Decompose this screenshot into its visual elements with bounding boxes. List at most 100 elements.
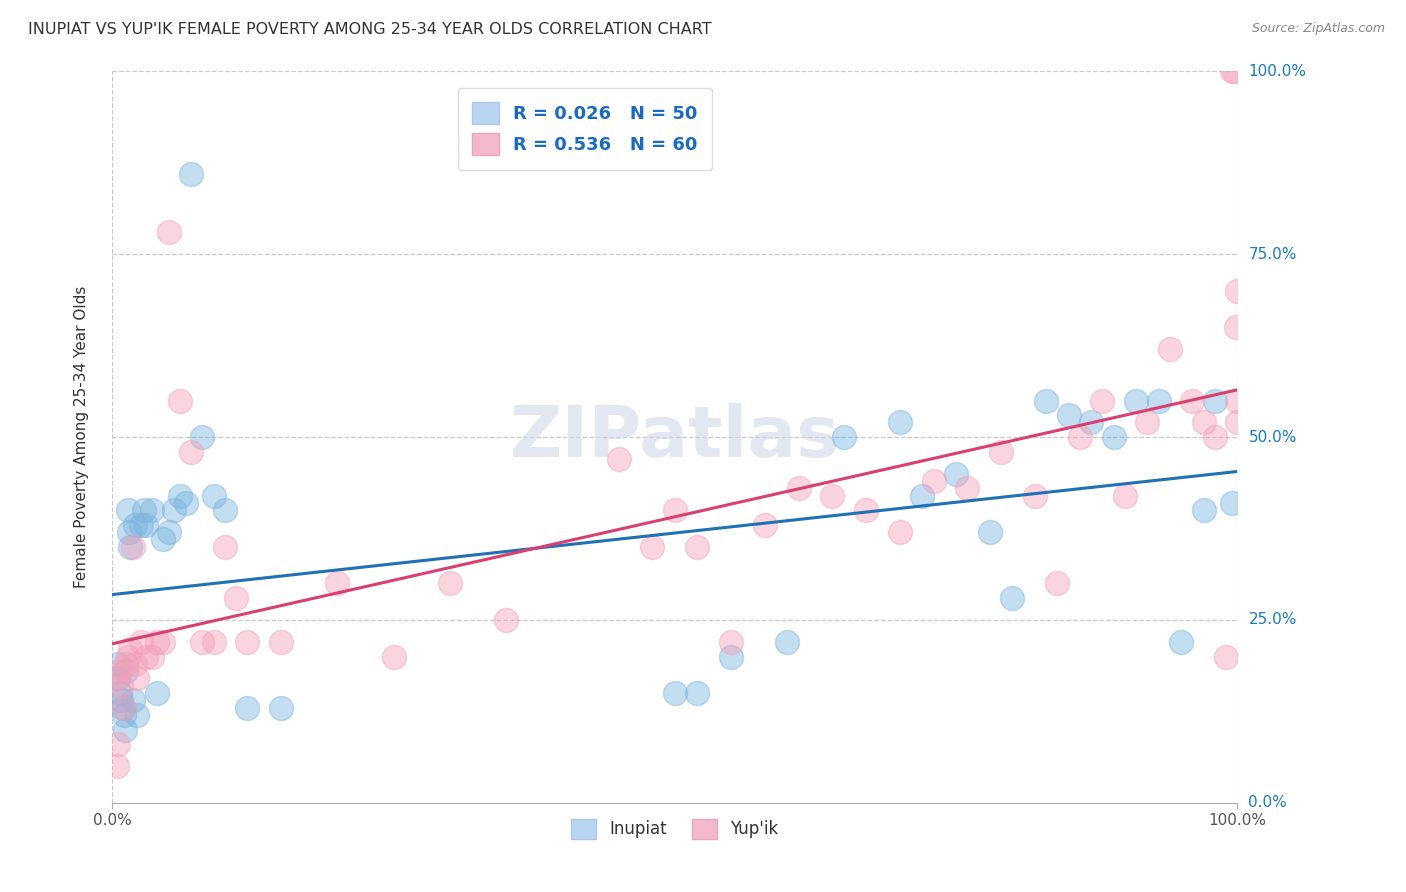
Point xyxy=(1181,393,1204,408)
Point xyxy=(129,517,152,532)
Point xyxy=(855,503,877,517)
Point xyxy=(115,664,138,678)
Point xyxy=(1136,416,1159,430)
Point xyxy=(107,657,129,671)
Point xyxy=(664,503,686,517)
Point xyxy=(1114,489,1136,503)
Point xyxy=(180,444,202,458)
Point xyxy=(1204,393,1226,408)
Point xyxy=(112,700,135,714)
Point xyxy=(889,525,911,540)
Point xyxy=(127,708,149,723)
Point xyxy=(124,657,146,671)
Point xyxy=(110,664,132,678)
Point xyxy=(107,672,129,686)
Text: 50.0%: 50.0% xyxy=(1249,430,1296,444)
Text: INUPIAT VS YUP'IK FEMALE POVERTY AMONG 25-34 YEAR OLDS CORRELATION CHART: INUPIAT VS YUP'IK FEMALE POVERTY AMONG 2… xyxy=(28,22,711,37)
Text: 0.0%: 0.0% xyxy=(1249,796,1286,810)
Point xyxy=(641,540,664,554)
Point xyxy=(1204,430,1226,444)
Point xyxy=(236,700,259,714)
Point xyxy=(146,686,169,700)
Point xyxy=(127,672,149,686)
Point xyxy=(979,525,1001,540)
Point xyxy=(1080,416,1102,430)
Point xyxy=(607,452,630,467)
Point xyxy=(1024,489,1046,503)
Point xyxy=(686,686,709,700)
Point xyxy=(1220,496,1243,510)
Point xyxy=(114,723,136,737)
Point xyxy=(1147,393,1170,408)
Point xyxy=(1091,393,1114,408)
Point xyxy=(225,591,247,605)
Point xyxy=(382,649,405,664)
Point xyxy=(1220,64,1243,78)
Point xyxy=(152,635,174,649)
Point xyxy=(105,759,128,773)
Point xyxy=(214,540,236,554)
Point xyxy=(1046,576,1069,591)
Point xyxy=(169,489,191,503)
Point xyxy=(1226,416,1249,430)
Point xyxy=(157,225,180,239)
Point xyxy=(1159,343,1181,357)
Point xyxy=(152,533,174,547)
Point xyxy=(117,503,139,517)
Point xyxy=(129,635,152,649)
Point xyxy=(121,693,143,707)
Point xyxy=(1192,503,1215,517)
Point xyxy=(439,576,461,591)
Point xyxy=(174,496,197,510)
Point xyxy=(110,679,132,693)
Point xyxy=(495,613,517,627)
Point xyxy=(135,649,157,664)
Point xyxy=(945,467,967,481)
Point xyxy=(270,700,292,714)
Legend: Inupiat, Yup'ik: Inupiat, Yup'ik xyxy=(564,812,786,846)
Point xyxy=(1226,393,1249,408)
Point xyxy=(214,503,236,517)
Point xyxy=(832,430,855,444)
Point xyxy=(141,649,163,664)
Point xyxy=(135,517,157,532)
Point xyxy=(124,517,146,532)
Text: Source: ZipAtlas.com: Source: ZipAtlas.com xyxy=(1251,22,1385,36)
Point xyxy=(110,686,132,700)
Point xyxy=(120,642,142,657)
Point xyxy=(157,525,180,540)
Point xyxy=(720,649,742,664)
Point xyxy=(107,737,129,751)
Point xyxy=(202,489,225,503)
Point xyxy=(664,686,686,700)
Point xyxy=(146,635,169,649)
Point xyxy=(1192,416,1215,430)
Point xyxy=(1069,430,1091,444)
Point xyxy=(1057,408,1080,422)
Point xyxy=(990,444,1012,458)
Point xyxy=(1001,591,1024,605)
Point xyxy=(821,489,844,503)
Point xyxy=(720,635,742,649)
Point xyxy=(191,635,214,649)
Point xyxy=(1223,64,1246,78)
Point xyxy=(1226,284,1249,298)
Text: 100.0%: 100.0% xyxy=(1249,64,1306,78)
Point xyxy=(1170,635,1192,649)
Point xyxy=(110,693,132,707)
Point xyxy=(236,635,259,649)
Point xyxy=(754,517,776,532)
Point xyxy=(132,503,155,517)
Point xyxy=(1102,430,1125,444)
Point xyxy=(141,503,163,517)
Point xyxy=(787,481,810,495)
Point xyxy=(776,635,799,649)
Point xyxy=(104,672,127,686)
Point xyxy=(889,416,911,430)
Point xyxy=(120,540,142,554)
Point xyxy=(163,503,186,517)
Point xyxy=(118,525,141,540)
Point xyxy=(270,635,292,649)
Point xyxy=(115,657,138,671)
Point xyxy=(1215,649,1237,664)
